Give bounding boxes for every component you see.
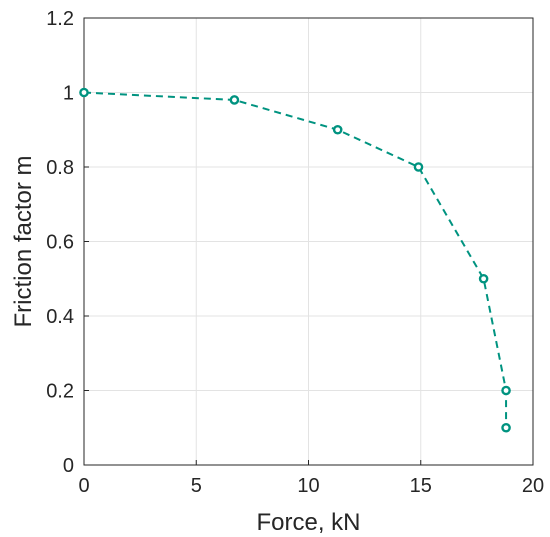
data-point-4: [478, 273, 489, 284]
axes: 0 5 10 15 20 0 0.2 0.4 0.6 0.8 1 1.2: [46, 8, 544, 497]
data-point-6: [501, 422, 511, 433]
y-tick-label-1: 0.2: [46, 381, 74, 403]
series-layer: [79, 87, 511, 433]
y-tick-label-3: 0.6: [46, 232, 74, 254]
y-axis-title: Friction factor m: [10, 155, 37, 327]
y-tick-label-2: 0.4: [46, 306, 74, 328]
x-axis-title: Force, kN: [256, 509, 360, 536]
y-tick-label-4: 0.8: [46, 157, 74, 179]
data-point-3: [413, 162, 424, 172]
data-point-2: [332, 124, 343, 135]
x-tick-label-0: 0: [78, 475, 89, 497]
x-tick-label-1: 5: [191, 475, 202, 497]
x-tick-label-2: 10: [297, 475, 319, 497]
y-tick-label-5: 1: [63, 83, 74, 105]
data-point-5: [501, 385, 511, 396]
y-tick-label-0: 0: [63, 455, 74, 477]
x-tick-label-3: 15: [410, 475, 432, 497]
y-tick-label-6: 1.2: [46, 8, 74, 30]
data-point-0: [79, 87, 89, 98]
x-tick-label-4: 20: [522, 475, 544, 497]
data-point-1: [229, 95, 240, 105]
